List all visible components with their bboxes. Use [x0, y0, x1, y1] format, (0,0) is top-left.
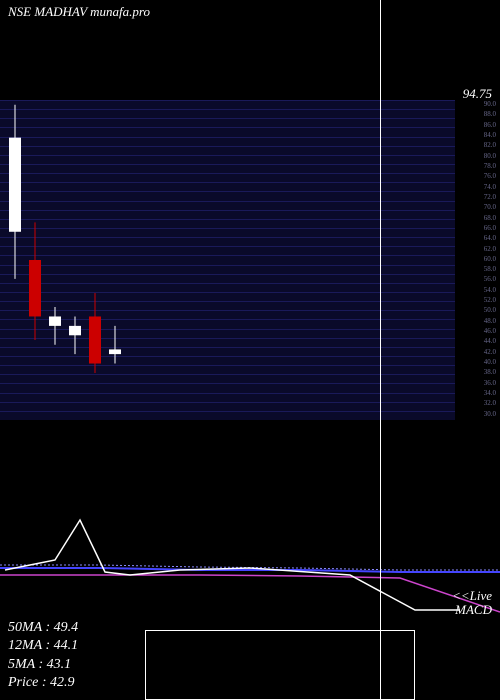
chart-title: NSE MADHAV munafa.pro — [8, 4, 150, 20]
ma50-label: 50MA : 49.4 — [8, 619, 78, 637]
info-frame — [145, 630, 415, 700]
candlestick-chart — [0, 0, 500, 430]
chart-container: NSE MADHAV munafa.pro 94.75 90.088.086.0… — [0, 0, 500, 700]
macd-area: <<Live MACD — [0, 480, 500, 620]
price-label: Price : 42.9 — [8, 674, 78, 692]
macd-chart — [0, 480, 500, 640]
ma5-label: 5MA : 43.1 — [8, 656, 78, 674]
cursor-line — [380, 0, 381, 700]
info-box: 50MA : 49.4 12MA : 44.1 5MA : 43.1 Price… — [8, 619, 78, 692]
ma12-label: 12MA : 44.1 — [8, 637, 78, 655]
macd-label: MACD — [455, 602, 492, 618]
y-axis-labels: 90.088.086.084.082.080.078.076.074.072.0… — [450, 100, 500, 420]
current-price-label: 94.75 — [463, 86, 492, 102]
